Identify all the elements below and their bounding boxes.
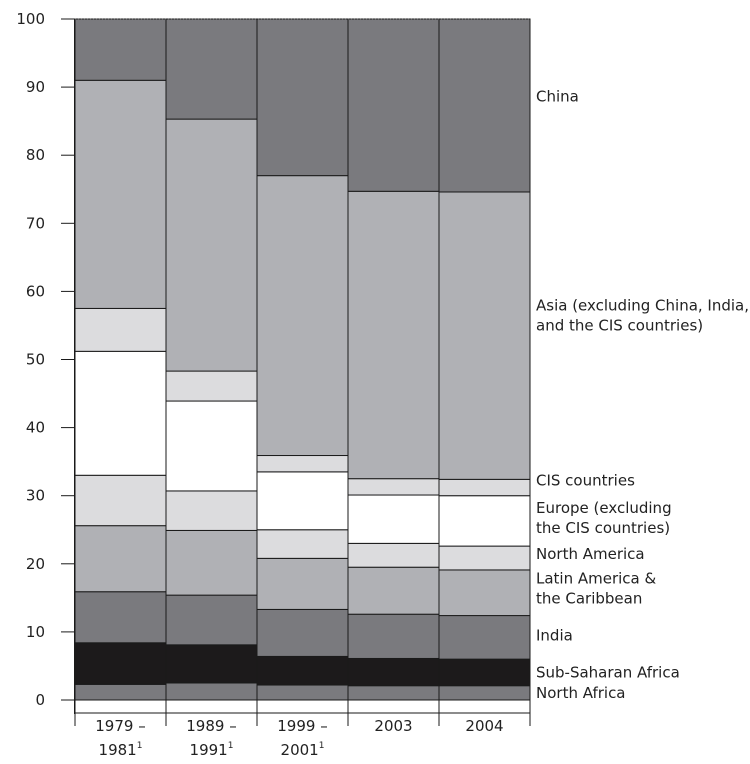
bar-segment (347, 542, 440, 568)
x-category-label: 1999 – (277, 717, 327, 735)
bar-segment (256, 557, 349, 610)
y-tick-label: 80 (26, 146, 45, 164)
x-category-label: 19911 (190, 741, 234, 759)
bar-segment (438, 18, 531, 193)
bar-segment (74, 79, 167, 309)
legend-label: North America (536, 545, 645, 563)
bar-segment (256, 684, 349, 701)
bar-segment (347, 18, 440, 192)
bar-segment (256, 455, 349, 473)
bar-segment (256, 608, 349, 657)
bar-segment (165, 529, 258, 596)
legend-label: Latin America & (536, 570, 657, 588)
footnote-marker: 1 (228, 741, 234, 751)
legend-label: China (536, 87, 579, 105)
bar-segment (438, 658, 531, 687)
bar-segment (438, 545, 531, 571)
footnote-marker: 1 (137, 741, 143, 751)
bar-segment (347, 566, 440, 615)
y-tick-label: 0 (35, 691, 45, 709)
legend-label: CIS countries (536, 472, 635, 490)
bar-segment (74, 350, 167, 476)
y-tick-label: 70 (26, 214, 45, 232)
bar-segment (347, 494, 440, 544)
bar-segment (74, 683, 167, 701)
bar-segment (74, 525, 167, 593)
bar-segment (256, 175, 349, 457)
x-category-label: 2003 (374, 717, 412, 735)
bar-segment (347, 190, 440, 480)
bar-segment (165, 490, 258, 531)
y-tick-label: 30 (26, 487, 45, 505)
bar-segment (74, 307, 167, 352)
x-category-label: 1979 – (95, 717, 145, 735)
x-category-label: 2004 (465, 717, 503, 735)
bar-segment (438, 685, 531, 701)
bar-segment (74, 18, 167, 81)
legend-label: Asia (excluding China, India, (536, 297, 749, 315)
x-category-label: 20011 (281, 741, 325, 759)
legend-label: India (536, 626, 573, 644)
bar-segment (438, 191, 531, 480)
bar-segment (165, 594, 258, 646)
bar-segment (347, 478, 440, 496)
bar-segment (74, 591, 167, 644)
legend-label: North Africa (536, 684, 626, 702)
bar-segment (438, 569, 531, 617)
y-tick-label: 20 (26, 555, 45, 573)
bar-segment (256, 655, 349, 686)
bar-segment (347, 657, 440, 687)
bar-segment (74, 642, 167, 685)
legend-label: Sub-Saharan Africa (536, 663, 680, 681)
bar-segment (347, 685, 440, 701)
bar-segment (256, 18, 349, 177)
bar-segment (165, 118, 258, 372)
bar-segment (438, 615, 531, 660)
bar-segment (74, 474, 167, 527)
bar-segment (347, 613, 440, 659)
y-tick-label: 40 (26, 419, 45, 437)
legend-label: and the CIS countries) (536, 317, 703, 335)
bar-segment (438, 478, 531, 497)
y-tick-label: 10 (26, 623, 45, 641)
legend-label: the Caribbean (536, 590, 642, 608)
bar-segment (438, 495, 531, 547)
bar-segment (165, 682, 258, 701)
y-tick-label: 60 (26, 282, 45, 300)
y-tick-label: 100 (16, 10, 45, 28)
y-axis: 0 10 20 30 40 50 60 70 80 90 100 (16, 10, 75, 714)
legend: North Africa Sub-Saharan Africa India Latin… (536, 87, 749, 701)
legend-label: Europe (excluding (536, 499, 672, 517)
x-category-label: 19811 (99, 741, 143, 759)
x-axis: 1979 – 19811 1989 – 19911 1999 – 20011 2003 200… (74, 700, 531, 759)
bars (74, 18, 531, 701)
bar-segment (256, 471, 349, 531)
bar-segment (165, 18, 258, 120)
bar-segment (256, 529, 349, 559)
x-category-label: 1989 – (186, 717, 236, 735)
y-tick-label: 90 (26, 78, 45, 96)
bar-segment (165, 644, 258, 684)
legend-label: the CIS countries) (536, 519, 670, 537)
footnote-marker: 1 (319, 741, 325, 751)
bar-segment (165, 370, 258, 402)
y-tick-label: 50 (26, 351, 45, 369)
bar-segment (165, 400, 258, 492)
